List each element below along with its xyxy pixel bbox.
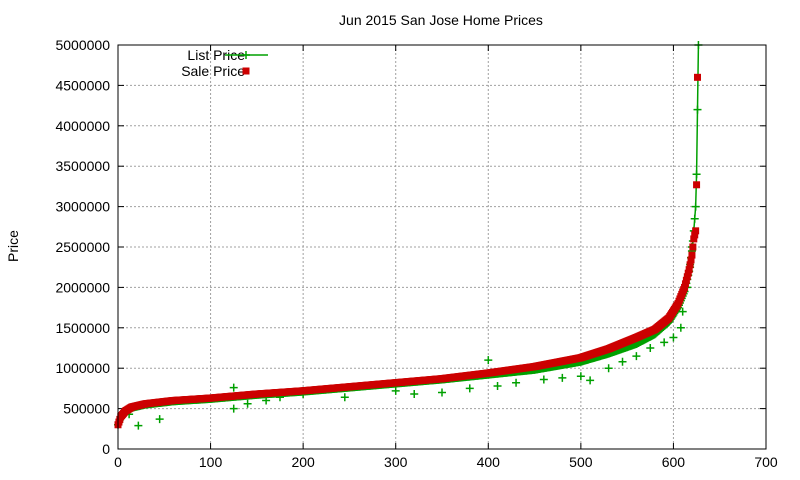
x-tick-label: 700 bbox=[754, 454, 778, 470]
list-price-point bbox=[484, 356, 493, 365]
sale-price-point bbox=[683, 273, 691, 281]
sale-price-point bbox=[687, 256, 695, 264]
list-price-point bbox=[262, 396, 271, 405]
list-price-point bbox=[660, 338, 669, 347]
series-sale-price bbox=[114, 73, 701, 429]
legend-swatch-list-price-marker bbox=[242, 51, 250, 59]
list-price-point bbox=[693, 105, 702, 114]
x-tick-label: 300 bbox=[384, 454, 408, 470]
x-tick-label: 0 bbox=[114, 454, 122, 470]
list-price-point bbox=[692, 170, 701, 179]
sale-price-point bbox=[691, 231, 699, 239]
sale-price-point bbox=[682, 276, 690, 284]
y-tick-label: 5000000 bbox=[55, 37, 110, 53]
sale-price-point bbox=[688, 251, 696, 259]
list-price-point bbox=[646, 344, 655, 352]
list-price-point bbox=[229, 404, 238, 413]
x-tick-label: 200 bbox=[291, 454, 315, 470]
list-price-point bbox=[676, 323, 685, 332]
sale-price-point bbox=[686, 261, 694, 269]
list-price-point bbox=[576, 372, 585, 381]
list-price-point bbox=[586, 376, 595, 385]
legend-label-list-price: List Price bbox=[187, 47, 245, 63]
y-tick-label: 500000 bbox=[63, 401, 110, 417]
list-price-point bbox=[678, 307, 687, 316]
list-price-point bbox=[155, 415, 164, 424]
sale-price-point bbox=[684, 269, 692, 277]
list-price-point bbox=[438, 388, 446, 397]
list-price-point bbox=[391, 386, 400, 395]
list-price-point bbox=[632, 352, 641, 361]
list-price-point bbox=[512, 378, 521, 387]
sale-price-point bbox=[681, 280, 689, 288]
sale-price-point bbox=[685, 266, 693, 274]
list-price-point bbox=[465, 384, 474, 393]
y-tick-label: 1500000 bbox=[55, 320, 110, 336]
list-price-point bbox=[691, 202, 700, 211]
sale-price-point bbox=[693, 181, 701, 189]
y-tick-label: 3500000 bbox=[55, 158, 110, 174]
grid bbox=[118, 45, 766, 449]
y-tick-label: 1000000 bbox=[55, 360, 110, 376]
list-price-point bbox=[690, 214, 699, 223]
y-tick-label: 4500000 bbox=[55, 77, 110, 93]
x-tick-label: 600 bbox=[662, 454, 686, 470]
y-tick-label: 4000000 bbox=[55, 118, 110, 134]
y-tick-label: 0 bbox=[102, 441, 110, 457]
y-tick-label: 2000000 bbox=[55, 279, 110, 295]
x-tick-label: 400 bbox=[477, 454, 501, 470]
sale-price-point bbox=[693, 73, 701, 81]
sale-price-point bbox=[681, 283, 689, 291]
legend-label-sale-price: Sale Price bbox=[181, 63, 245, 79]
x-tick-label: 500 bbox=[569, 454, 593, 470]
y-tick-label: 2500000 bbox=[55, 239, 110, 255]
y-axis-label: Price bbox=[5, 230, 21, 262]
list-price-point bbox=[243, 399, 252, 408]
list-price-point bbox=[229, 383, 238, 392]
plot-frame bbox=[117, 44, 767, 450]
x-tick-label: 100 bbox=[199, 454, 223, 470]
list-price-point bbox=[539, 375, 548, 384]
list-price-point bbox=[410, 390, 419, 399]
list-price-point bbox=[134, 421, 143, 430]
sale-price-point bbox=[689, 243, 697, 251]
list-price-point bbox=[340, 393, 349, 402]
sale-price-point bbox=[690, 235, 698, 243]
list-price-point bbox=[618, 357, 627, 366]
sale-price-point bbox=[692, 227, 700, 235]
list-price-point bbox=[493, 381, 502, 390]
list-price-point bbox=[669, 333, 678, 342]
y-tick-label: 3000000 bbox=[55, 199, 110, 215]
series-list-price bbox=[114, 41, 703, 430]
list-price-point bbox=[558, 373, 567, 382]
axis-ticks: 0 100 200 300 400 500 600 700 0 500000 1000000 1500… bbox=[55, 37, 777, 470]
list-price-point bbox=[604, 364, 613, 373]
chart-title: Jun 2015 San Jose Home Prices bbox=[339, 12, 543, 28]
legend-swatch-sale-price bbox=[242, 67, 250, 75]
